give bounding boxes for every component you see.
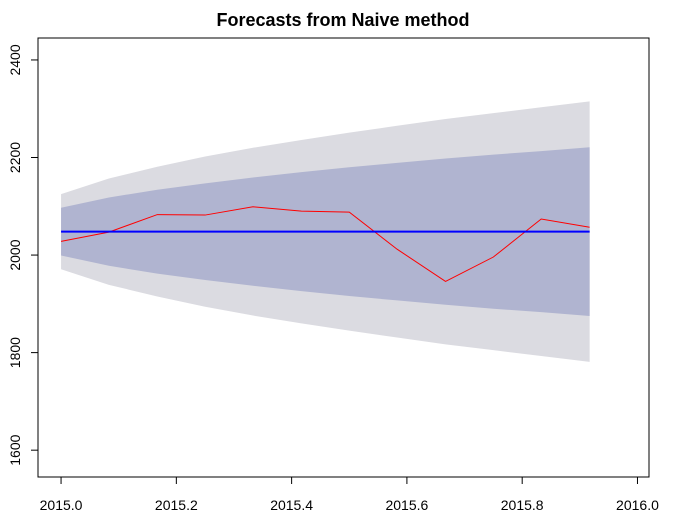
- y-tick-label: 2400: [7, 44, 23, 75]
- y-tick-label: 1600: [7, 434, 23, 465]
- y-axis: 1600 1800 2000 2200 2400: [7, 44, 39, 466]
- series-line-actual: [60, 206, 590, 282]
- chart-title: Forecasts from Naive method: [216, 10, 469, 30]
- y-tick-label: 1800: [7, 337, 23, 368]
- x-tick-label: 2015.6: [385, 497, 428, 513]
- x-tick-label: 2015.8: [501, 497, 544, 513]
- y-tick-label: 2000: [7, 239, 23, 270]
- x-axis: 2015.0 2015.2 2015.4 2015.6 2015.8 2016.0: [40, 476, 659, 513]
- x-tick-label: 2016.0: [616, 497, 659, 513]
- x-tick-label: 2015.2: [155, 497, 198, 513]
- series-lines: [60, 206, 590, 282]
- x-tick-label: 2015.0: [40, 497, 83, 513]
- y-tick-label: 2200: [7, 142, 23, 173]
- x-tick-label: 2015.4: [270, 497, 313, 513]
